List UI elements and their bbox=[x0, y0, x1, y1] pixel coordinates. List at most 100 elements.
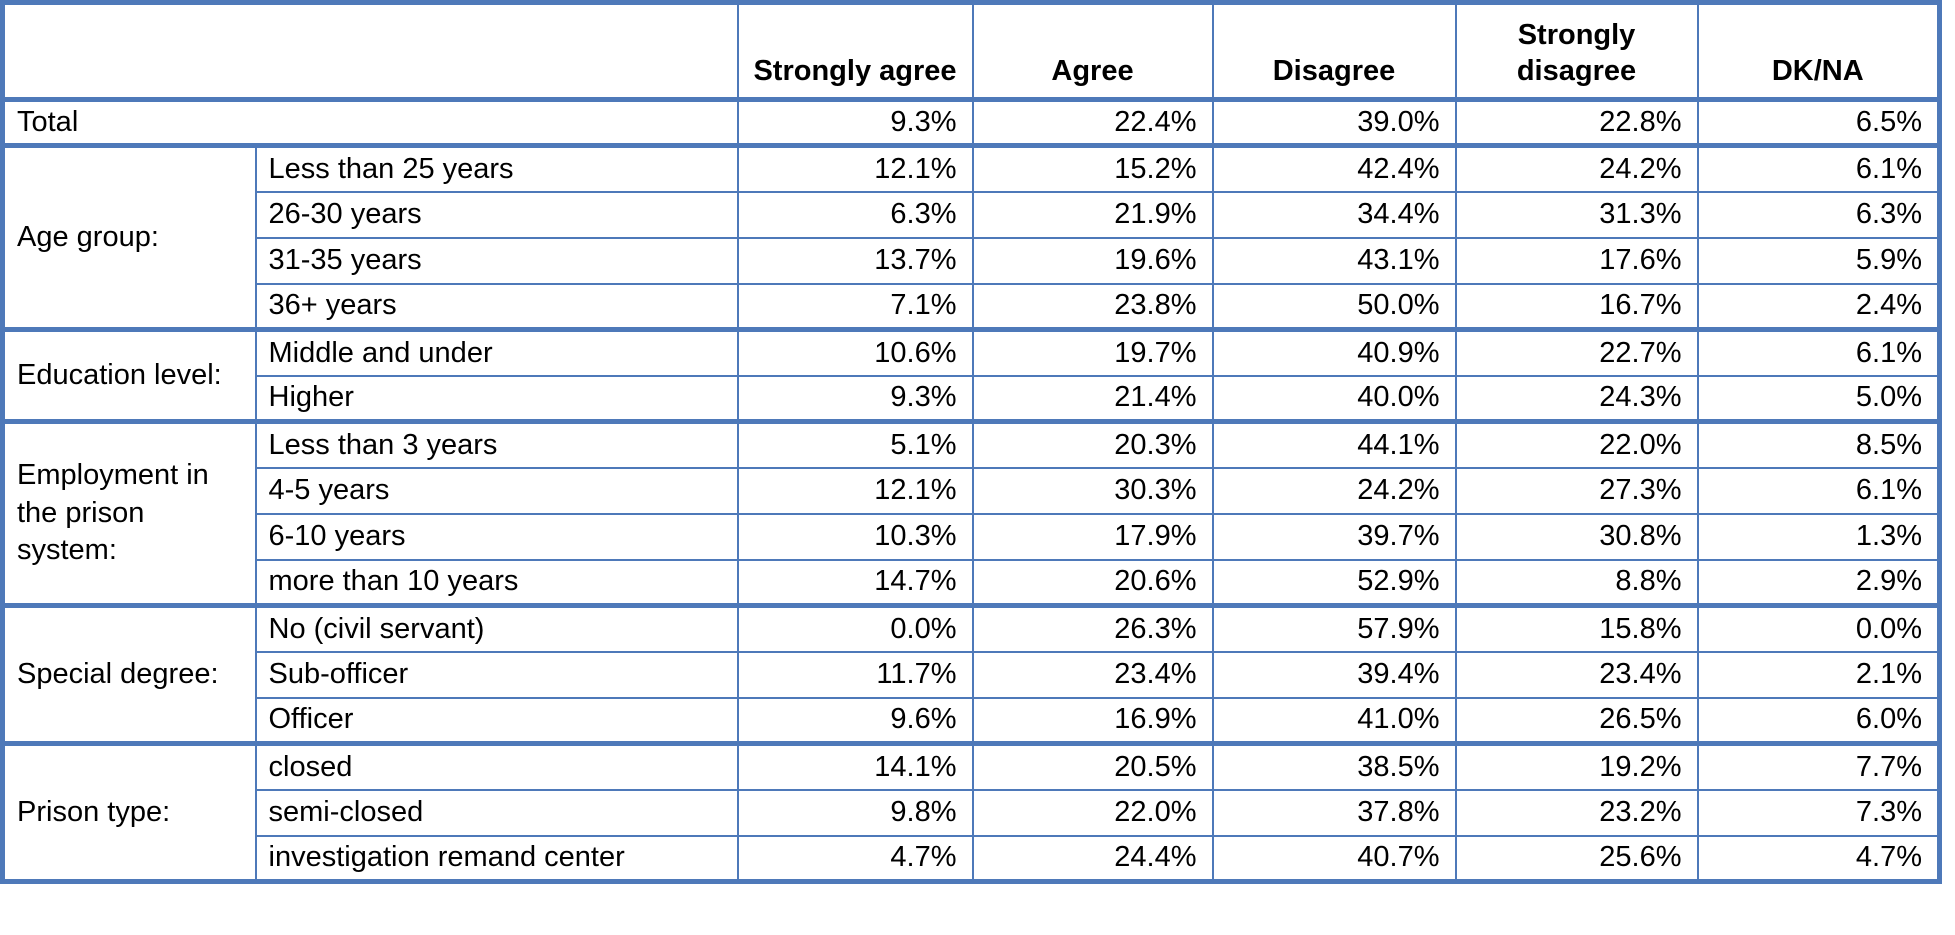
value-cell: 9.3% bbox=[736, 97, 974, 148]
value-cell: 15.8% bbox=[1454, 603, 1699, 653]
value-cell: 27.3% bbox=[1454, 466, 1699, 515]
row-label: 6-10 years bbox=[254, 512, 739, 561]
header-row: Strongly agree Agree Disagree Strongly disa… bbox=[1, 1, 1941, 102]
column-header: Strongly disagree bbox=[1454, 1, 1699, 102]
value-cell: 42.4% bbox=[1211, 143, 1457, 193]
value-cell: 9.3% bbox=[736, 374, 974, 423]
value-cell: 6.0% bbox=[1696, 696, 1941, 745]
value-cell: 8.5% bbox=[1696, 419, 1941, 469]
group-label: Education level: bbox=[1, 327, 257, 423]
value-cell: 9.6% bbox=[736, 696, 974, 745]
value-cell: 57.9% bbox=[1211, 603, 1457, 653]
value-cell: 1.3% bbox=[1696, 512, 1941, 561]
group-label: Employment in the prison system: bbox=[1, 419, 257, 607]
value-cell: 13.7% bbox=[736, 236, 974, 285]
row-label: semi-closed bbox=[254, 788, 739, 837]
value-cell: 6.1% bbox=[1696, 327, 1941, 377]
value-cell: 6.5% bbox=[1696, 97, 1941, 148]
row-label: investigation remand center bbox=[254, 834, 739, 883]
value-cell: 26.3% bbox=[971, 603, 1214, 653]
table-row: more than 10 years 14.7% 20.6% 52.9% 8.8% 2.9… bbox=[3, 558, 1941, 607]
value-cell: 5.1% bbox=[736, 419, 974, 469]
row-label-total: Total bbox=[1, 97, 739, 148]
value-cell: 0.0% bbox=[736, 603, 974, 653]
value-cell: 50.0% bbox=[1211, 282, 1457, 331]
value-cell: 10.3% bbox=[736, 512, 974, 561]
table-row: Higher 9.3% 21.4% 40.0% 24.3% 5.0% bbox=[3, 374, 1941, 423]
table-row-total: Total 9.3% 22.4% 39.0% 22.8% 6.5% bbox=[1, 97, 1941, 148]
value-cell: 4.7% bbox=[1696, 834, 1941, 883]
table-header: Strongly agree Agree Disagree Strongly disa… bbox=[1, 1, 1941, 102]
value-cell: 25.6% bbox=[1454, 834, 1699, 883]
value-cell: 11.7% bbox=[736, 650, 974, 699]
value-cell: 30.3% bbox=[971, 466, 1214, 515]
value-cell: 34.4% bbox=[1211, 190, 1457, 239]
value-cell: 19.2% bbox=[1454, 741, 1699, 791]
column-header: Agree bbox=[971, 1, 1214, 102]
group-label: Prison type: bbox=[1, 741, 257, 883]
value-cell: 12.1% bbox=[736, 143, 974, 193]
value-cell: 2.9% bbox=[1696, 558, 1941, 607]
value-cell: 44.1% bbox=[1211, 419, 1457, 469]
group-label: Special degree: bbox=[1, 603, 257, 745]
value-cell: 24.4% bbox=[971, 834, 1214, 883]
value-cell: 24.2% bbox=[1454, 143, 1699, 193]
value-cell: 19.7% bbox=[971, 327, 1214, 377]
table-row: Age group: Less than 25 years 12.1% 15.2% 42… bbox=[1, 143, 1941, 331]
table-row: semi-closed 9.8% 22.0% 37.8% 23.2% 7.3% bbox=[3, 788, 1941, 837]
value-cell: 17.6% bbox=[1454, 236, 1699, 285]
table-row: 36+ years 7.1% 23.8% 50.0% 16.7% 2.4% bbox=[3, 282, 1941, 331]
row-label: closed bbox=[254, 741, 739, 791]
value-cell: 19.6% bbox=[971, 236, 1214, 285]
column-header: Disagree bbox=[1211, 1, 1457, 102]
row-label: Less than 3 years bbox=[254, 419, 739, 469]
value-cell: 21.4% bbox=[971, 374, 1214, 423]
value-cell: 22.4% bbox=[971, 97, 1214, 148]
value-cell: 2.1% bbox=[1696, 650, 1941, 699]
value-cell: 37.8% bbox=[1211, 788, 1457, 837]
value-cell: 0.0% bbox=[1696, 603, 1941, 653]
table-row: Sub-officer 11.7% 23.4% 39.4% 23.4% 2.1% bbox=[3, 650, 1941, 699]
value-cell: 52.9% bbox=[1211, 558, 1457, 607]
value-cell: 14.1% bbox=[736, 741, 974, 791]
value-cell: 38.5% bbox=[1211, 741, 1457, 791]
survey-results-table: Strongly agree Agree Disagree Strongly disa… bbox=[0, 0, 1942, 884]
group-label: Age group: bbox=[1, 143, 257, 331]
value-cell: 20.3% bbox=[971, 419, 1214, 469]
column-header: Strongly agree bbox=[736, 1, 974, 102]
value-cell: 39.7% bbox=[1211, 512, 1457, 561]
value-cell: 20.5% bbox=[971, 741, 1214, 791]
value-cell: 5.9% bbox=[1696, 236, 1941, 285]
value-cell: 7.1% bbox=[736, 282, 974, 331]
table-row: Special degree: No (civil servant) 0.0% 26.… bbox=[1, 603, 1941, 745]
value-cell: 26.5% bbox=[1454, 696, 1699, 745]
table-row: 31-35 years 13.7% 19.6% 43.1% 17.6% 5.9% bbox=[3, 236, 1941, 285]
value-cell: 16.9% bbox=[971, 696, 1214, 745]
row-label: Less than 25 years bbox=[254, 143, 739, 193]
row-label: 31-35 years bbox=[254, 236, 739, 285]
value-cell: 21.9% bbox=[971, 190, 1214, 239]
value-cell: 12.1% bbox=[736, 466, 974, 515]
value-cell: 22.8% bbox=[1454, 97, 1699, 148]
value-cell: 39.4% bbox=[1211, 650, 1457, 699]
table-row: Officer 9.6% 16.9% 41.0% 26.5% 6.0% bbox=[3, 696, 1941, 745]
value-cell: 23.2% bbox=[1454, 788, 1699, 837]
value-cell: 5.0% bbox=[1696, 374, 1941, 423]
value-cell: 16.7% bbox=[1454, 282, 1699, 331]
row-label: No (civil servant) bbox=[254, 603, 739, 653]
value-cell: 6.1% bbox=[1696, 466, 1941, 515]
row-label: more than 10 years bbox=[254, 558, 739, 607]
value-cell: 8.8% bbox=[1454, 558, 1699, 607]
value-cell: 22.7% bbox=[1454, 327, 1699, 377]
value-cell: 22.0% bbox=[971, 788, 1214, 837]
value-cell: 23.4% bbox=[971, 650, 1214, 699]
value-cell: 43.1% bbox=[1211, 236, 1457, 285]
row-label: 26-30 years bbox=[254, 190, 739, 239]
value-cell: 6.3% bbox=[1696, 190, 1941, 239]
value-cell: 15.2% bbox=[971, 143, 1214, 193]
value-cell: 2.4% bbox=[1696, 282, 1941, 331]
row-label: 36+ years bbox=[254, 282, 739, 331]
value-cell: 41.0% bbox=[1211, 696, 1457, 745]
column-header: DK/NA bbox=[1696, 1, 1941, 102]
